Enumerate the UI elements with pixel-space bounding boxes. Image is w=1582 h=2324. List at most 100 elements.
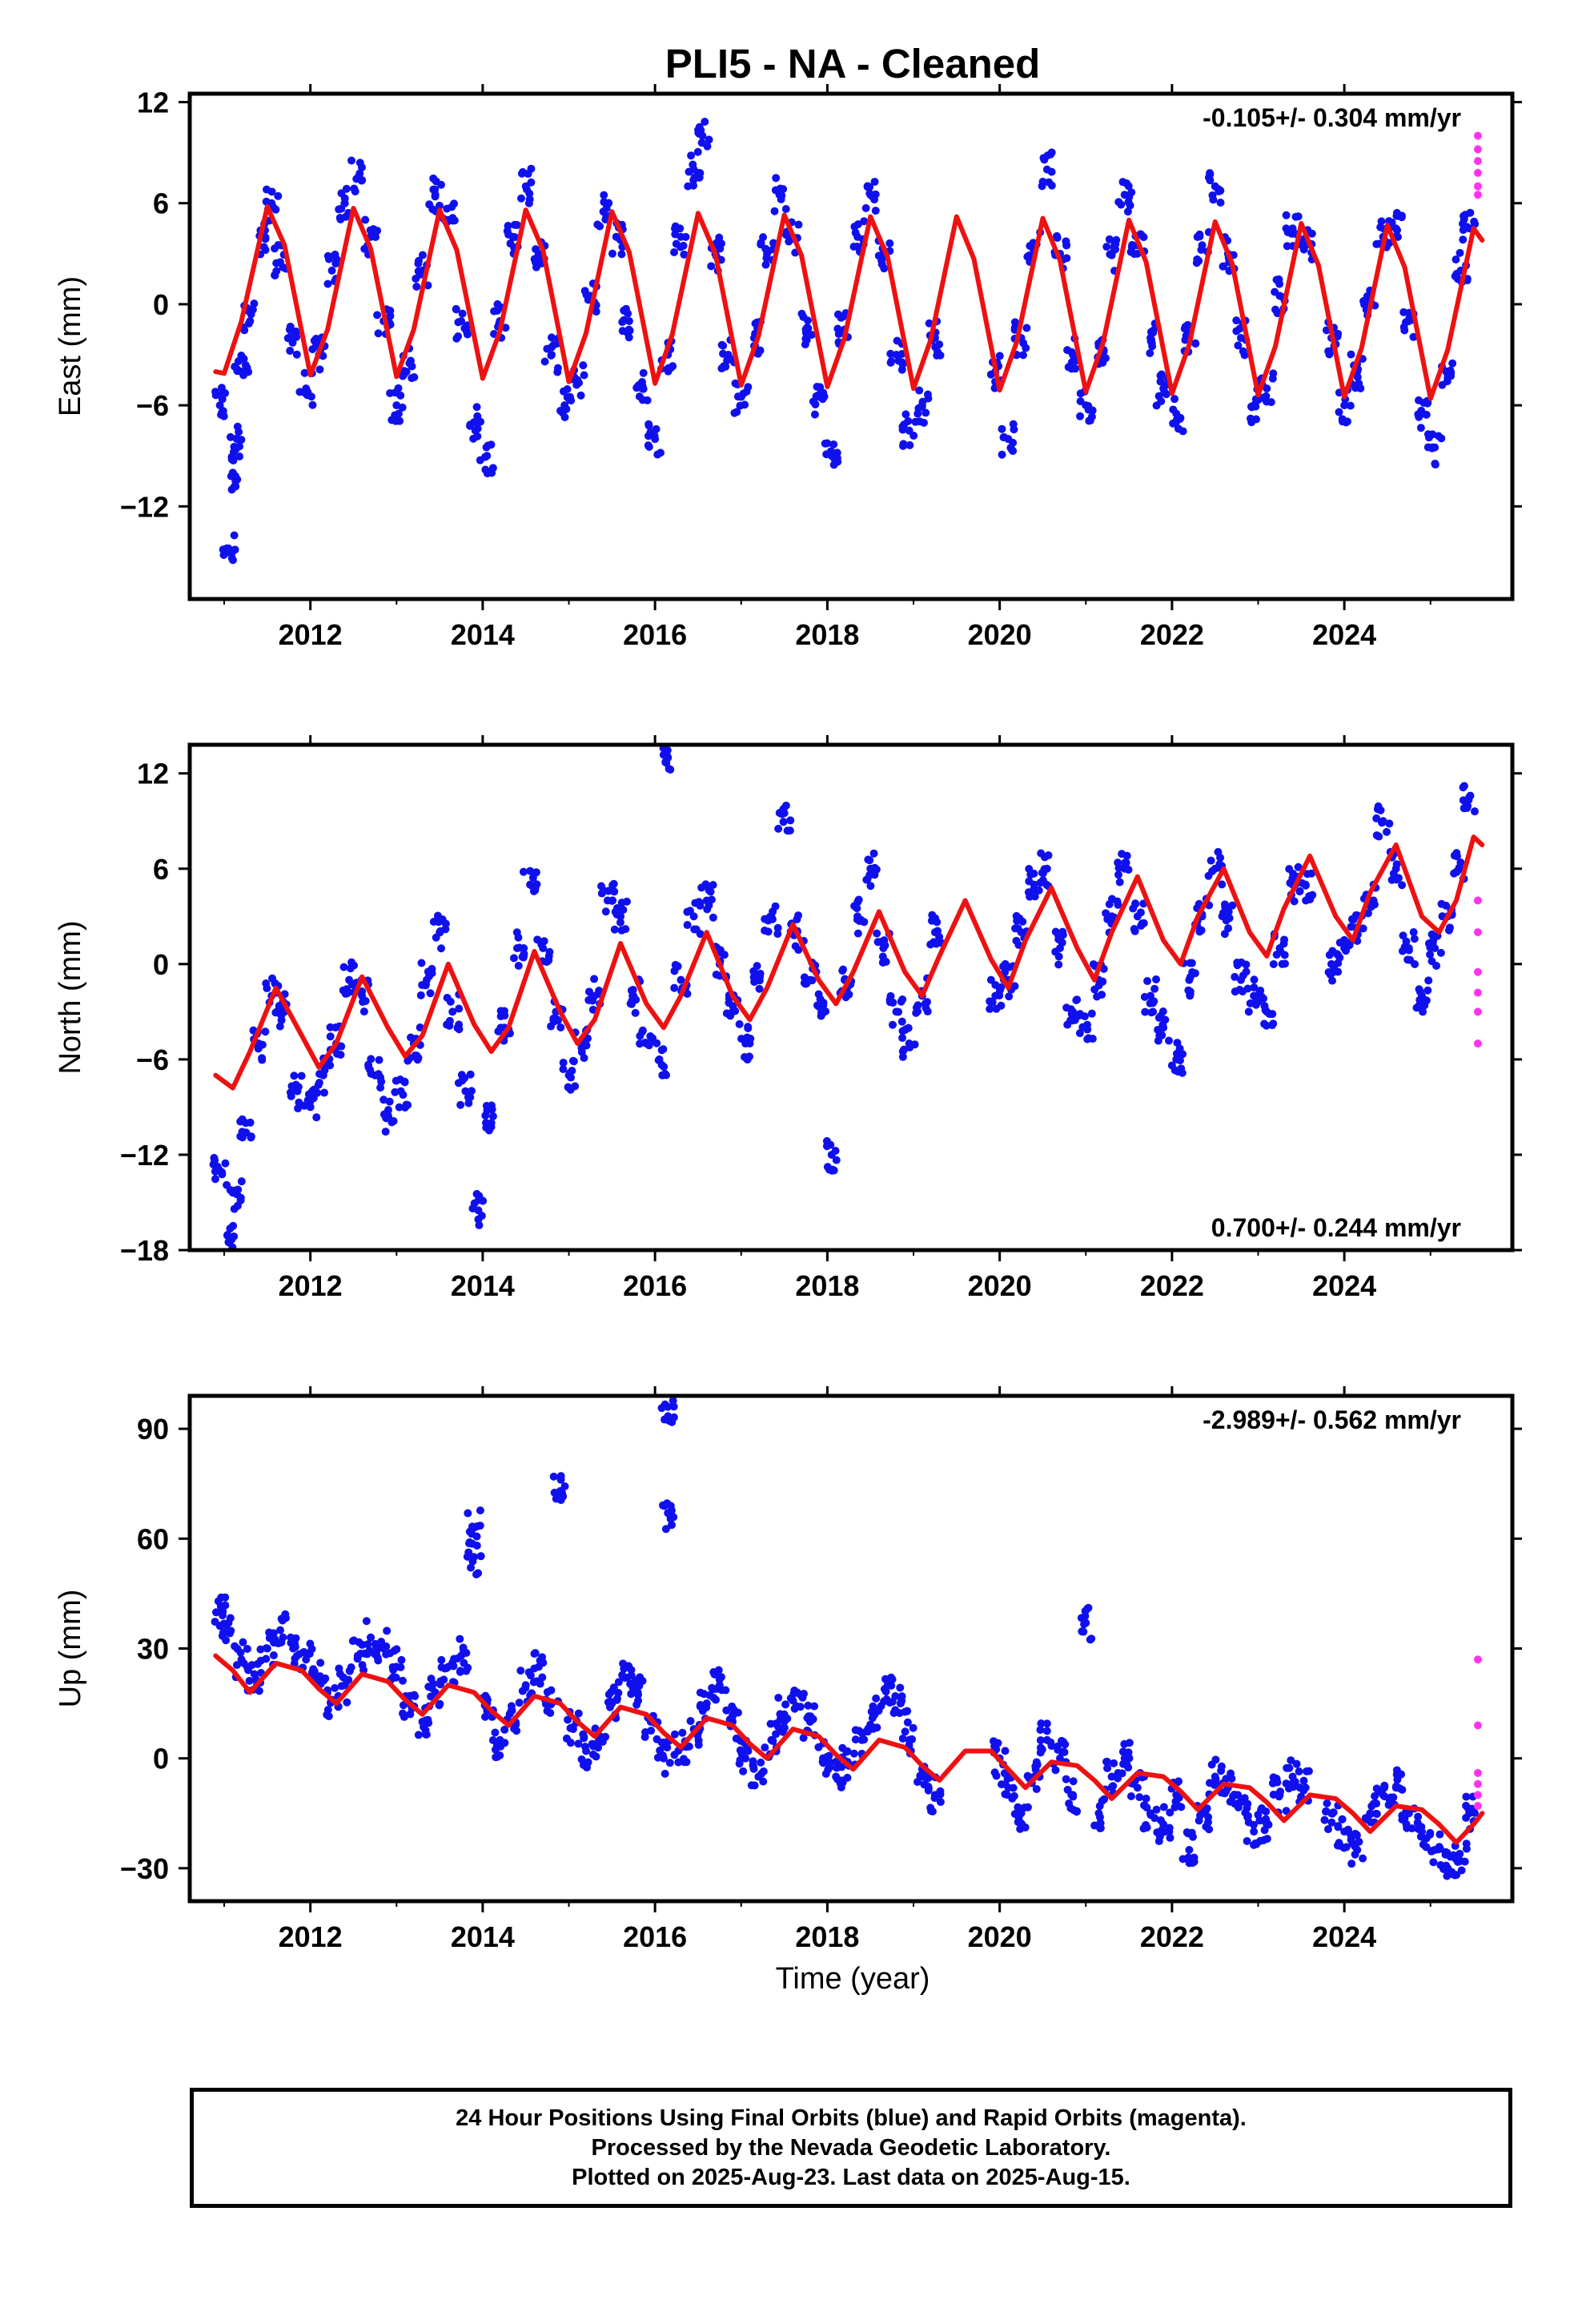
east-final-cloud-point: [1183, 320, 1192, 329]
up-final-cloud-point: [614, 1688, 623, 1697]
east-final-cloud-point: [347, 156, 356, 165]
up-rapid-point: [1473, 1791, 1482, 1799]
east-final-point: [1417, 409, 1426, 418]
north-final-cloud-point: [862, 875, 871, 884]
east-final-point: [246, 316, 255, 325]
east-final-cloud-point: [885, 239, 894, 247]
east-final-cloud-point: [887, 357, 896, 366]
east-final-cloud-point: [259, 243, 268, 251]
up-final-cloud-point: [627, 1666, 636, 1675]
up-final-cloud-point: [772, 1730, 781, 1739]
north-final-cloud-point: [1246, 999, 1255, 1007]
east-final-cloud-point: [860, 217, 869, 226]
east-final-point: [1120, 191, 1129, 199]
east-final-point: [801, 325, 810, 334]
up-final-cloud-point: [1295, 1767, 1303, 1776]
up-final-cloud-point: [665, 1759, 674, 1767]
east-final-cloud-point: [450, 199, 459, 208]
up-final-point: [620, 1674, 629, 1683]
up-final-cloud-point: [1441, 1850, 1450, 1859]
north-final-cloud-point: [467, 1087, 476, 1096]
east-final-point: [624, 316, 633, 325]
up-final-point: [1275, 1791, 1284, 1799]
up-final-cloud-point: [739, 1767, 748, 1775]
up-final-cloud-point: [472, 1532, 481, 1541]
up-final-cloud-point: [1398, 1785, 1407, 1794]
up-final-point: [1042, 1735, 1051, 1744]
north-final-cloud-point: [385, 1097, 394, 1106]
up-final-cloud-point: [1435, 1830, 1444, 1839]
up-final-cloud-point: [804, 1701, 813, 1710]
east-final-cloud-point: [341, 212, 350, 221]
up-final-cloud-point: [1070, 1806, 1078, 1815]
up-final-cloud-point: [239, 1638, 247, 1647]
north-final-cloud-point: [1307, 869, 1316, 878]
up-final-cloud-point: [728, 1702, 737, 1711]
east-final-cloud-point: [1267, 398, 1275, 407]
up-final-point: [289, 1644, 298, 1653]
north-final-cloud-point: [1450, 869, 1459, 878]
up-final-cloud-point: [901, 1727, 909, 1736]
up-final-cloud-point: [474, 1569, 483, 1578]
up-final-point: [1017, 1809, 1026, 1818]
east-final-cloud-point: [781, 231, 790, 239]
east-final-cloud-point: [1307, 229, 1316, 238]
north-final-cloud-point: [1164, 1036, 1173, 1045]
up-final-cloud-point: [913, 1778, 922, 1787]
east-final-cloud-point: [1174, 424, 1182, 433]
up-final-cloud-point: [1452, 1871, 1461, 1880]
east-final-point: [1172, 409, 1181, 418]
up-y-tick-label: 90: [137, 1413, 169, 1445]
north-final-cloud-point: [1329, 967, 1338, 976]
up-final-point: [315, 1674, 323, 1683]
east-final-cloud-point: [600, 198, 608, 207]
east-final-cloud-point: [566, 392, 575, 401]
east-rapid-point: [1473, 145, 1482, 154]
east-final-cloud-point: [1098, 358, 1107, 367]
up-final-cloud-point: [362, 1617, 371, 1626]
up-final-cloud-point: [638, 1677, 647, 1686]
east-final-cloud-point: [1335, 408, 1343, 416]
north-final-cloud-point: [860, 918, 869, 927]
east-x-tick-label: 2018: [795, 618, 859, 651]
east-final-cloud-point: [1076, 412, 1085, 420]
east-final-cloud-point: [1102, 243, 1111, 251]
up-final-cloud-point: [749, 1761, 757, 1770]
up-final-cloud-point: [299, 1647, 308, 1656]
north-final-point: [616, 912, 625, 921]
up-final-point: [215, 1607, 224, 1616]
up-final-cloud-point: [516, 1667, 525, 1675]
north-final-cloud-point: [443, 1020, 452, 1029]
east-final-point: [1391, 224, 1400, 233]
east-final-cloud-point: [761, 260, 770, 269]
east-final-cloud-point: [772, 174, 781, 183]
north-final-cloud-point: [901, 1026, 909, 1035]
up-y-tick-label: 60: [137, 1522, 169, 1555]
north-final-cloud-point: [1005, 963, 1014, 971]
north-final-cloud-point: [306, 1097, 315, 1106]
east-final-cloud-point: [396, 416, 404, 425]
up-final-point: [353, 1651, 362, 1660]
north-final-cloud-point: [509, 954, 518, 963]
east-final-cloud-point: [794, 220, 803, 229]
north-y-tick-label: 12: [137, 758, 169, 790]
up-final-cloud-point: [1001, 1790, 1010, 1799]
north-final-point: [306, 1103, 315, 1112]
north-final-cloud-point: [670, 983, 679, 992]
up-final-cloud-point: [888, 1675, 897, 1684]
up-final-cloud-point: [682, 1758, 691, 1767]
east-final-cloud-point: [250, 299, 259, 308]
north-final-point: [1146, 991, 1154, 1000]
up-final-cloud-point: [855, 1727, 864, 1735]
up-final-cloud-point: [343, 1698, 351, 1707]
up-final-point: [917, 1772, 926, 1781]
up-x-tick-label: 2016: [623, 1920, 687, 1953]
north-final-cloud-point: [1442, 901, 1451, 910]
north-final-cloud-point: [646, 1031, 655, 1040]
north-final-point: [487, 1119, 496, 1128]
up-final-cloud-point: [666, 1514, 675, 1523]
up-final-cloud-point: [873, 1723, 881, 1732]
east-final-cloud-point: [414, 256, 423, 265]
north-final-cloud-point: [395, 1103, 404, 1112]
east-final-cloud-point: [643, 396, 652, 404]
